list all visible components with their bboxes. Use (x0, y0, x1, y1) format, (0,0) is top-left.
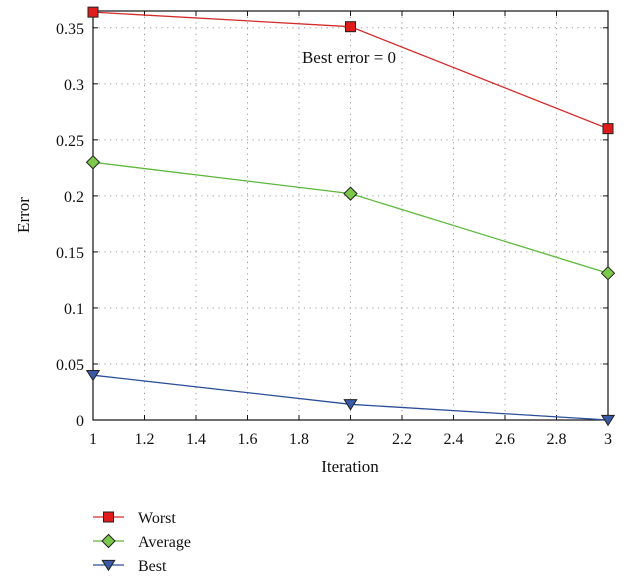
x-axis-label: Iteration (321, 457, 379, 476)
legend-item-average: Average (93, 533, 191, 551)
x-tick-label: 1.6 (238, 431, 258, 448)
legend-label-average: Average (138, 534, 191, 551)
x-tick-label: 2.4 (444, 431, 464, 448)
y-tick-labels: 0 0.05 0.1 0.15 0.2 0.25 0.3 0.35 (56, 21, 84, 430)
legend-marker-best (101, 559, 116, 572)
y-tick-label: 0.35 (56, 21, 84, 38)
legend-marker-average (101, 533, 116, 549)
series-average (85, 155, 616, 281)
plot-area-frame (92, 10, 609, 421)
series-best (85, 369, 616, 427)
x-tick-label: 1.2 (135, 431, 155, 448)
legend-item-best: Best (93, 558, 167, 575)
x-tick-label: 3 (604, 431, 612, 448)
average-point (600, 266, 616, 281)
grid (93, 11, 608, 420)
worst-point (602, 123, 614, 135)
best-point (600, 414, 616, 427)
average-point (343, 186, 358, 201)
x-tick-labels: 1 1.2 1.4 1.6 1.8 2 2.2 2.4 2.6 2.8 3 (89, 431, 612, 448)
x-tick-label: 2.8 (547, 431, 567, 448)
y-tick-label: 0.15 (56, 245, 84, 262)
x-tick-label: 2.6 (495, 431, 515, 448)
legend-item-worst: Worst (93, 510, 176, 527)
y-tick-label: 0.05 (56, 357, 84, 374)
worst-point (87, 6, 99, 18)
y-tick-label: 0.1 (64, 301, 84, 318)
axis-ticks (92, 11, 609, 421)
legend-label-worst: Worst (138, 510, 176, 527)
x-tick-label: 1.4 (186, 431, 206, 448)
best-point (85, 369, 101, 382)
series-layer (85, 6, 616, 427)
worst-point (345, 21, 356, 33)
best-error-annotation: Best error = 0 (302, 48, 396, 67)
x-tick-label: 1.8 (289, 431, 309, 448)
x-tick-label: 1 (89, 431, 97, 448)
average-point (85, 155, 101, 170)
legend: Worst Average Best (93, 510, 191, 575)
y-tick-label: 0.2 (64, 189, 84, 206)
series-worst (87, 6, 614, 135)
x-tick-label: 2 (347, 431, 355, 448)
legend-marker-worst (103, 511, 114, 523)
y-tick-label: 0.25 (56, 133, 84, 150)
best-point (343, 399, 358, 411)
x-tick-label: 2.2 (392, 431, 412, 448)
legend-label-best: Best (138, 558, 167, 575)
y-axis-label: Error (14, 197, 33, 233)
y-tick-label: 0.3 (64, 77, 84, 94)
y-tick-label: 0 (76, 413, 84, 430)
